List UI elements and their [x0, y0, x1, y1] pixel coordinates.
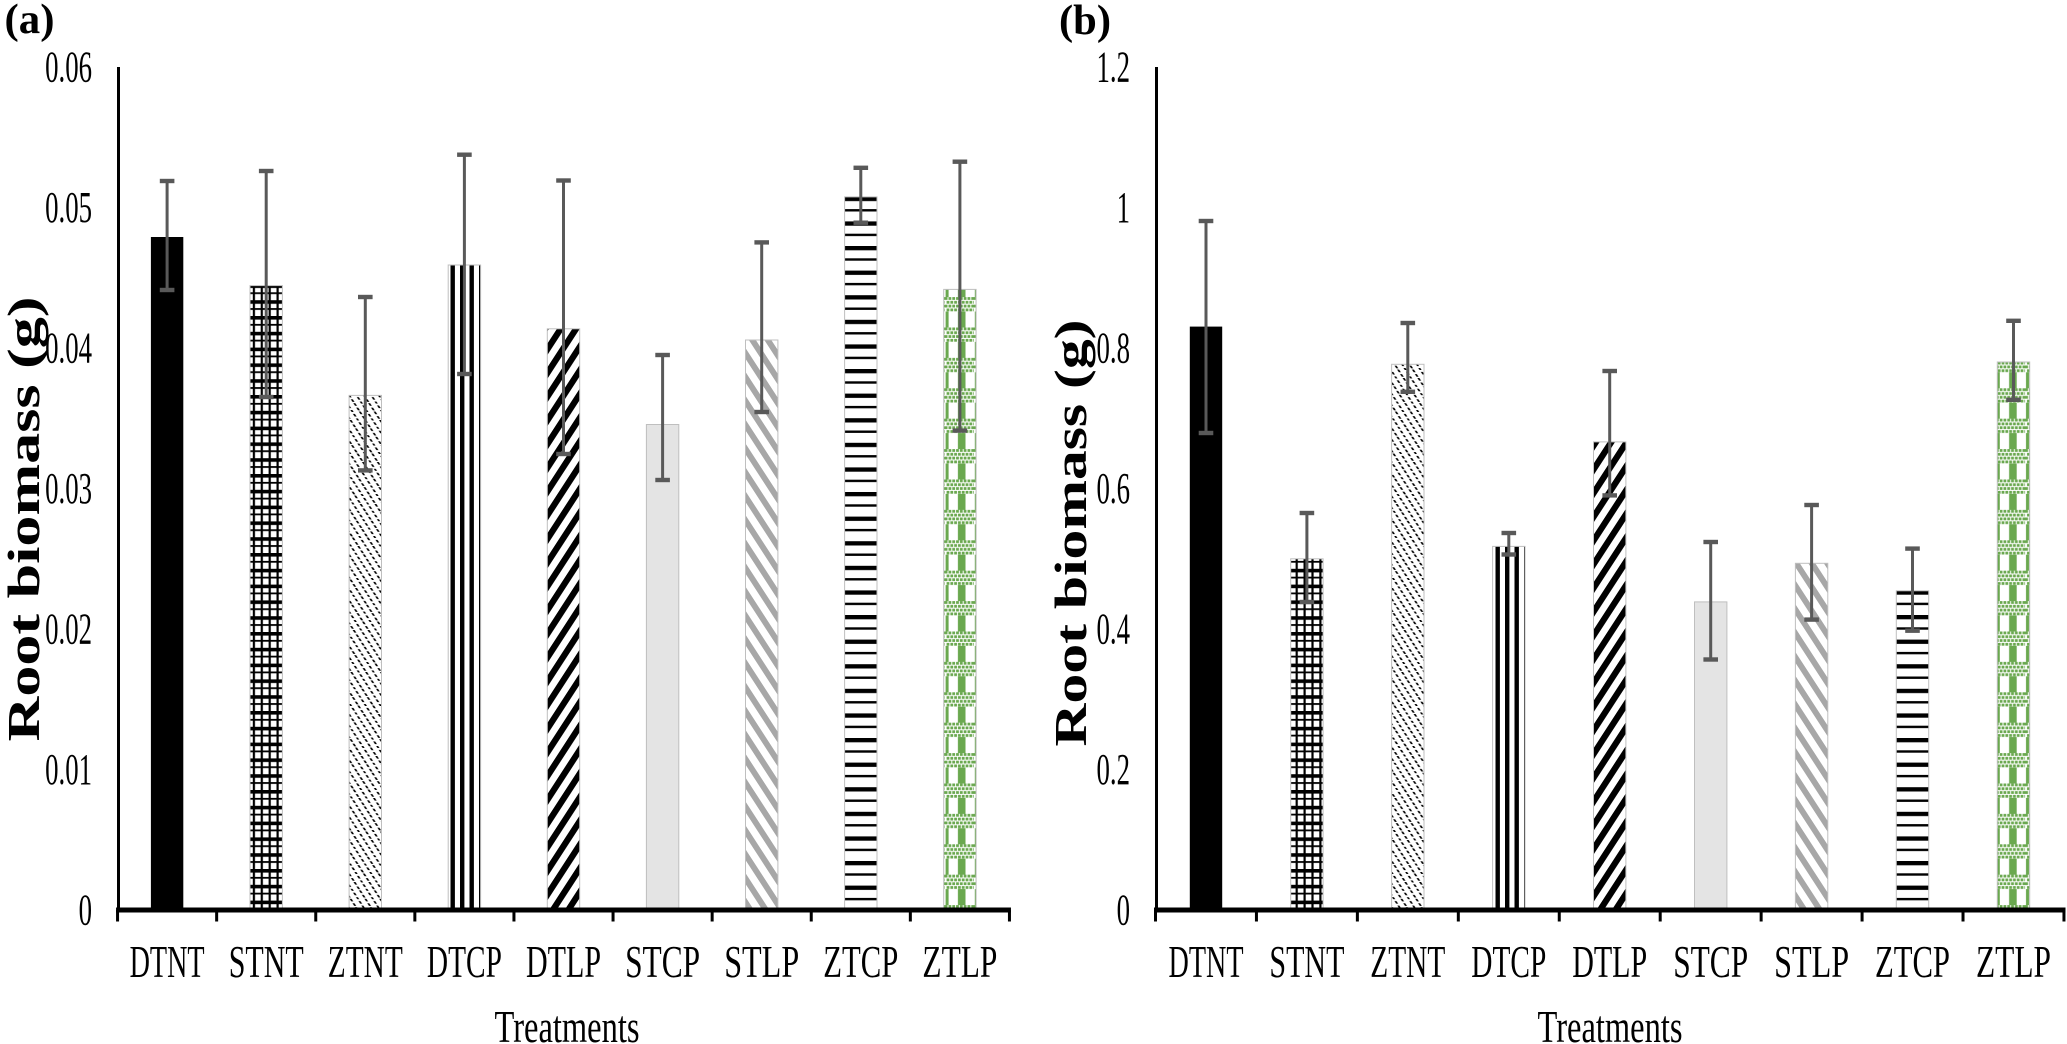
svg-text:1: 1	[1117, 183, 1130, 232]
svg-text:1.2: 1.2	[1097, 42, 1131, 91]
svg-text:0.4: 0.4	[1097, 604, 1131, 653]
svg-text:STNT: STNT	[229, 936, 304, 987]
svg-text:0.05: 0.05	[45, 183, 92, 232]
svg-text:DTNT: DTNT	[130, 936, 205, 987]
svg-text:STNT: STNT	[1269, 936, 1344, 987]
svg-text:ZTCP: ZTCP	[823, 936, 898, 987]
svg-text:Treatments: Treatments	[1538, 1001, 1683, 1044]
svg-text:DTCP: DTCP	[427, 936, 502, 987]
svg-text:0.8: 0.8	[1097, 323, 1131, 372]
svg-text:0.03: 0.03	[45, 464, 92, 513]
svg-text:ZTLP: ZTLP	[922, 936, 997, 987]
svg-text:STCP: STCP	[1673, 936, 1748, 987]
svg-text:DTLP: DTLP	[1572, 936, 1647, 987]
svg-text:Treatments: Treatments	[495, 1001, 640, 1044]
svg-text:Root biomass (g): Root biomass (g)	[1045, 320, 1096, 747]
svg-text:0.02: 0.02	[45, 604, 92, 653]
svg-text:Root biomass (g): Root biomass (g)	[0, 297, 49, 742]
svg-text:DTLP: DTLP	[526, 936, 601, 987]
svg-text:0: 0	[1117, 885, 1130, 934]
svg-text:ZTNT: ZTNT	[328, 936, 403, 987]
svg-text:ZTNT: ZTNT	[1370, 936, 1445, 987]
svg-text:DTNT: DTNT	[1169, 936, 1244, 987]
svg-text:0: 0	[79, 885, 92, 934]
svg-text:0.06: 0.06	[45, 42, 92, 91]
svg-text:STCP: STCP	[625, 936, 700, 987]
svg-text:0.01: 0.01	[45, 745, 92, 794]
svg-text:STLP: STLP	[724, 936, 799, 987]
svg-text:0.04: 0.04	[45, 323, 92, 372]
svg-text:STLP: STLP	[1774, 936, 1849, 987]
svg-text:ZTLP: ZTLP	[1976, 936, 2051, 987]
svg-text:ZTCP: ZTCP	[1875, 936, 1950, 987]
svg-text:(b): (b)	[1059, 0, 1111, 44]
svg-text:(a): (a)	[5, 0, 55, 43]
svg-text:0.2: 0.2	[1097, 745, 1131, 794]
svg-text:0.6: 0.6	[1097, 464, 1131, 513]
svg-text:DTCP: DTCP	[1471, 936, 1546, 987]
